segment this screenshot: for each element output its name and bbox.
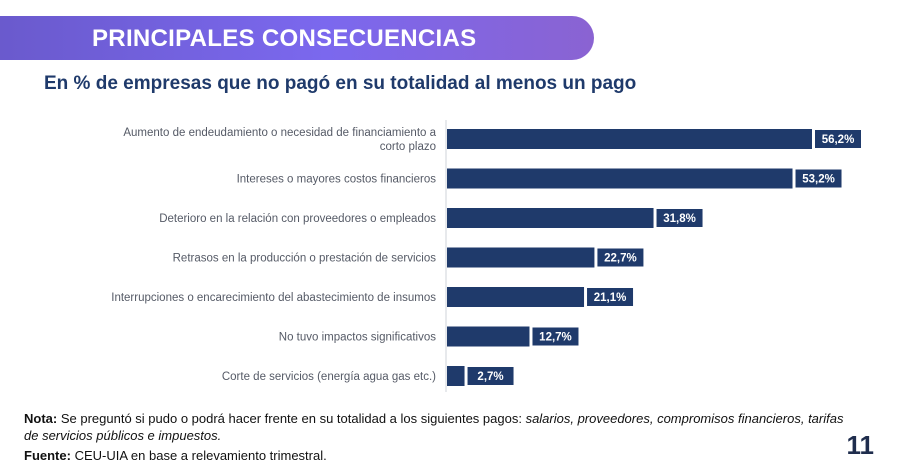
value-label-box (467, 367, 514, 385)
page-number: 11 (846, 430, 875, 460)
bar (447, 168, 793, 189)
chart-title: En % de empresas que no pagó en su total… (44, 73, 637, 94)
bar-chart: 56,2% Aumento de endeudamiento o necesida… (111, 120, 861, 392)
value-label-box (597, 248, 644, 267)
value-label-box (795, 169, 842, 188)
note-italic-text: salarios, proveedores, compromisos finan… (24, 411, 844, 443)
bar (447, 247, 595, 268)
category-label-line: corto plazo (380, 141, 436, 153)
bar (447, 129, 812, 149)
category-label-line: Corte de servicios (energía agua gas etc… (222, 371, 436, 383)
category-label-line: Retrasos en la producción o prestación d… (173, 253, 437, 265)
value-label: 2,7% (477, 371, 503, 383)
bar (447, 326, 530, 347)
source-text: CEU-UIA en base a relevamiento trimestra… (74, 448, 327, 463)
value-label-box (532, 327, 579, 346)
bar (447, 287, 585, 307)
value-label: 53,2% (802, 174, 835, 186)
category-label: Aumento de endeudamiento o necesidad de … (123, 127, 436, 153)
value-label-box (587, 288, 634, 306)
category-label-line: Intereses o mayores costos financieros (237, 174, 437, 186)
footnote: Nota: Se preguntó si pudo o podrá hacer … (24, 410, 844, 444)
category-label: Intereses o mayores costos financieros (237, 174, 437, 186)
value-label: 21,1% (594, 292, 627, 304)
value-label-box (815, 130, 861, 148)
category-label-line: No tuvo impactos significativos (279, 332, 436, 344)
category-label: Interrupciones o encarecimiento del abas… (111, 292, 436, 304)
banner-title: PRINCIPALES CONSECUENCIAS (92, 25, 477, 52)
category-label: Corte de servicios (energía agua gas etc… (222, 371, 436, 383)
value-label-box (656, 209, 703, 227)
bar (447, 208, 654, 228)
note-text: Se preguntó si pudo o podrá hacer frente… (60, 411, 522, 426)
title-banner: PRINCIPALES CONSECUENCIAS (0, 16, 594, 60)
value-label: 22,7% (604, 253, 637, 265)
category-label-line: Deterioro en la relación con proveedores… (159, 213, 436, 225)
category-label-line: Interrupciones o encarecimiento del abas… (111, 292, 436, 304)
note-label: Nota: (24, 411, 58, 426)
category-label: Deterioro en la relación con proveedores… (159, 213, 436, 225)
value-label: 31,8% (663, 213, 696, 225)
category-label: Retrasos en la producción o prestación d… (173, 253, 437, 265)
value-label: 56,2% (822, 134, 855, 146)
source-line: Fuente: CEU-UIA en base a relevamiento t… (24, 448, 327, 463)
bar (447, 366, 465, 386)
source-label: Fuente: (24, 448, 71, 463)
category-label-line: Aumento de endeudamiento o necesidad de … (123, 127, 436, 139)
category-label: No tuvo impactos significativos (279, 332, 436, 344)
value-label: 12,7% (539, 332, 572, 344)
